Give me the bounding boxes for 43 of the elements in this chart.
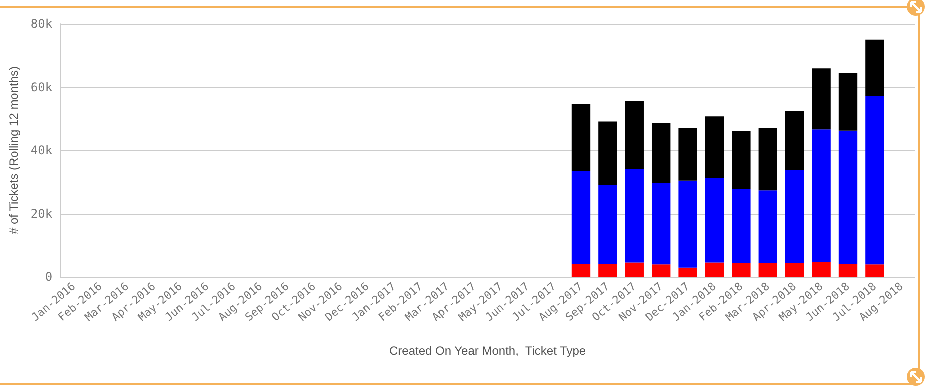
y-tick-label: 60k	[30, 80, 54, 94]
bar	[705, 262, 724, 277]
bar	[598, 185, 618, 264]
bar	[572, 104, 591, 172]
bar	[705, 116, 724, 178]
y-tick-label: 0	[45, 270, 53, 284]
bar	[812, 262, 831, 277]
bar	[812, 130, 831, 262]
bar	[812, 68, 831, 130]
bar	[652, 264, 671, 277]
bar	[732, 189, 751, 264]
bar	[758, 263, 778, 277]
bar	[786, 170, 804, 264]
bar	[652, 183, 671, 265]
bar	[678, 180, 698, 268]
bar	[732, 263, 751, 277]
bar	[838, 264, 858, 277]
bar	[732, 131, 751, 190]
bar	[866, 40, 884, 96]
bar	[572, 264, 591, 277]
bar	[758, 190, 778, 264]
bar	[786, 263, 804, 277]
y-axis-title: # of Tickets (Rolling 12 months)	[7, 66, 21, 235]
bar	[678, 128, 698, 181]
bar	[652, 122, 671, 184]
bar	[866, 264, 884, 277]
bar	[838, 73, 858, 131]
bar	[598, 264, 618, 277]
bar	[625, 101, 644, 170]
bar	[625, 262, 644, 277]
bar	[625, 169, 644, 263]
y-tick-label: 80k	[30, 17, 54, 31]
bar	[758, 128, 778, 191]
bar	[705, 178, 724, 263]
bar	[866, 96, 884, 265]
bar	[598, 122, 618, 186]
y-tick-label: 40k	[30, 144, 54, 158]
bar	[838, 130, 858, 264]
bar	[786, 110, 804, 170]
y-tick-label: 20k	[30, 206, 54, 221]
bar	[572, 171, 591, 264]
bar	[678, 268, 698, 277]
x-axis-title: Created On Year Month, Ticket Type	[390, 344, 586, 358]
